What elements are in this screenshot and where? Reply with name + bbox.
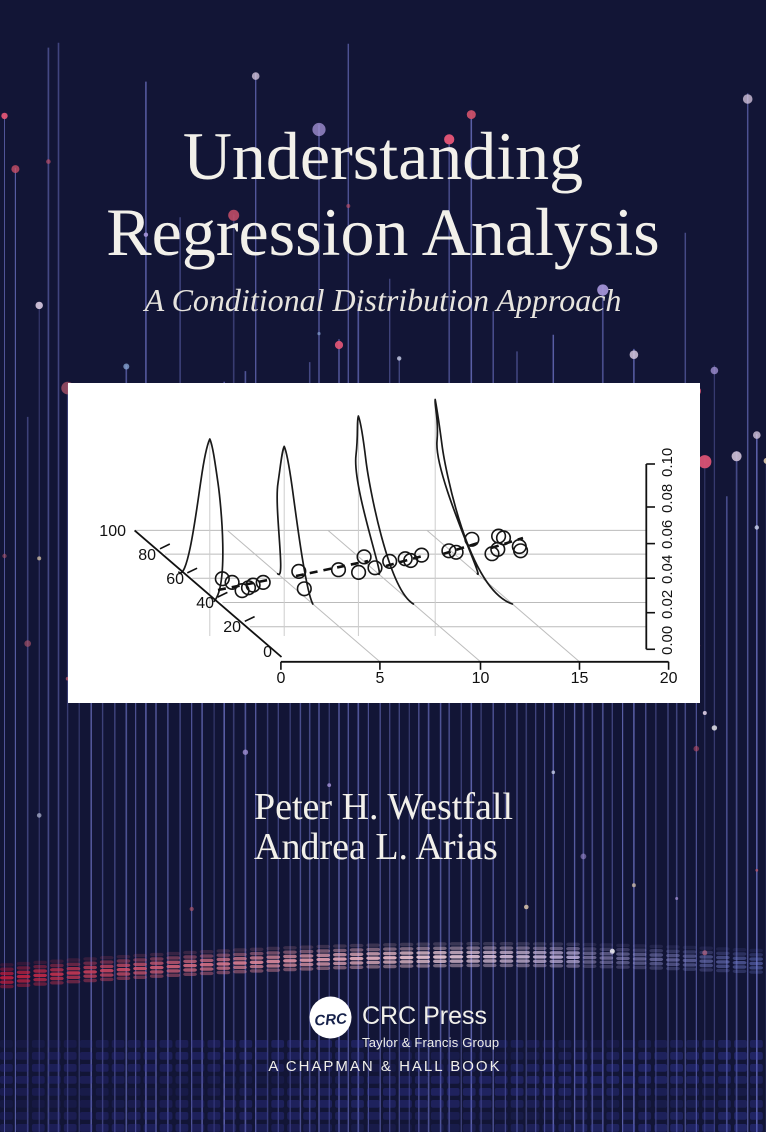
svg-text:0.04: 0.04 — [659, 555, 676, 584]
svg-text:0.06: 0.06 — [659, 520, 676, 549]
svg-text:100: 100 — [99, 523, 126, 540]
svg-text:CRC: CRC — [314, 1010, 349, 1029]
svg-text:60: 60 — [166, 571, 184, 588]
svg-text:80: 80 — [138, 547, 156, 564]
svg-text:5: 5 — [375, 670, 384, 687]
svg-text:0.08: 0.08 — [659, 484, 676, 513]
svg-text:15: 15 — [571, 670, 589, 687]
svg-text:10: 10 — [472, 670, 490, 687]
svg-text:40: 40 — [196, 595, 214, 612]
svg-text:0.10: 0.10 — [659, 448, 676, 477]
svg-text:20: 20 — [660, 670, 678, 687]
svg-text:20: 20 — [223, 619, 241, 636]
svg-text:0: 0 — [263, 644, 272, 661]
svg-text:0.02: 0.02 — [659, 590, 676, 619]
svg-text:0.00: 0.00 — [659, 626, 676, 655]
svg-text:0: 0 — [276, 670, 285, 687]
